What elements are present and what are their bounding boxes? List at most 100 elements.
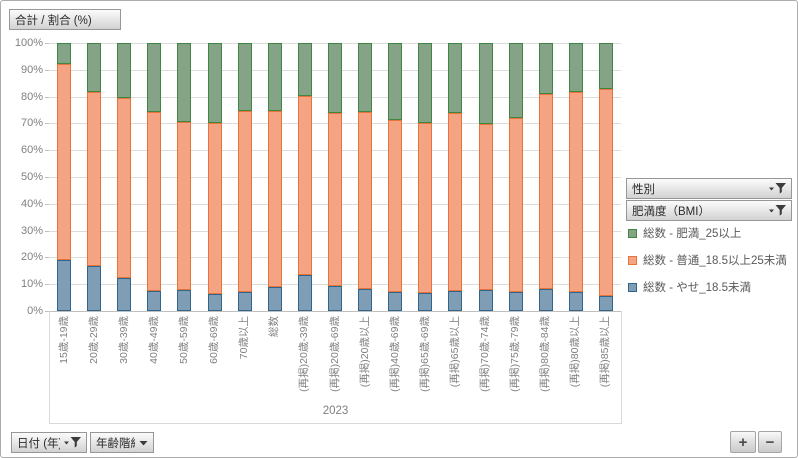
- bar-segment[interactable]: [358, 43, 372, 112]
- bar-segment[interactable]: [87, 43, 101, 92]
- bar-segment[interactable]: [208, 122, 222, 295]
- label-area-right-border: [621, 311, 622, 424]
- year-axis-label: 2023: [322, 405, 349, 417]
- axis-field-button-age-class[interactable]: 年齢階級: [90, 432, 154, 453]
- bar-segment[interactable]: [177, 290, 191, 311]
- collapse-field-button[interactable]: −: [758, 431, 782, 453]
- bar-segment[interactable]: [57, 63, 71, 261]
- y-axis-tick: [45, 230, 49, 232]
- y-axis-tick-label: 40%: [20, 197, 43, 210]
- bar-segment[interactable]: [479, 123, 493, 291]
- category-axis-label: (再掲)85歳以上: [599, 316, 612, 388]
- bar-segment[interactable]: [87, 265, 101, 311]
- bar-segment[interactable]: [238, 111, 252, 292]
- y-axis-tick: [45, 96, 49, 98]
- bar-segment[interactable]: [599, 295, 613, 311]
- y-axis-tick: [45, 150, 49, 152]
- category-axis-label: (再掲)20歳以上: [358, 316, 371, 388]
- bar-segment[interactable]: [298, 96, 312, 276]
- bar-segment[interactable]: [388, 43, 402, 120]
- bar-segment[interactable]: [448, 112, 462, 291]
- y-axis-tick-label: 80%: [20, 90, 43, 103]
- expand-field-button[interactable]: +: [730, 431, 756, 453]
- bar-segment[interactable]: [147, 111, 161, 291]
- bar-segment[interactable]: [268, 286, 282, 311]
- bar-segment[interactable]: [57, 43, 71, 64]
- bar-segment[interactable]: [388, 291, 402, 311]
- bar-segment[interactable]: [418, 123, 432, 294]
- bar-segment[interactable]: [509, 118, 523, 292]
- bar-segment[interactable]: [208, 294, 222, 311]
- category-axis-label: 60歳-69歳: [208, 316, 221, 364]
- bar-segment[interactable]: [358, 111, 372, 290]
- axis-field-label: 年齢階級: [96, 437, 135, 450]
- value-field-label: 合計 / 割合 (%): [15, 14, 92, 27]
- bar-segment[interactable]: [147, 290, 161, 311]
- bar-segment[interactable]: [479, 290, 493, 311]
- bar-segment[interactable]: [147, 43, 161, 112]
- filter-dropdown-icon: [769, 183, 786, 194]
- y-axis-tick: [45, 123, 49, 125]
- bar-segment[interactable]: [388, 119, 402, 292]
- minus-icon: −: [765, 433, 775, 451]
- bar-segment[interactable]: [448, 43, 462, 113]
- category-axis-label: 70歳以上: [238, 316, 251, 360]
- bar-segment[interactable]: [238, 43, 252, 112]
- bar-segment[interactable]: [509, 43, 523, 119]
- legend-field-label: 性別: [632, 183, 655, 196]
- bar-segment[interactable]: [358, 289, 372, 311]
- bar-segment[interactable]: [298, 43, 312, 97]
- label-area-bottom-border: [49, 423, 622, 424]
- bar-segment[interactable]: [448, 290, 462, 311]
- bar-segment[interactable]: [599, 89, 613, 296]
- bar-segment[interactable]: [539, 93, 553, 289]
- bar-segment[interactable]: [479, 43, 493, 124]
- bar-segment[interactable]: [569, 92, 583, 292]
- bar-segment[interactable]: [238, 291, 252, 311]
- axis-field-label: 日付 (年): [17, 437, 60, 450]
- bar-segment[interactable]: [328, 43, 342, 113]
- legend-field-button-gender[interactable]: 性別: [626, 178, 792, 199]
- bar-segment[interactable]: [328, 286, 342, 311]
- value-field-button[interactable]: 合計 / 割合 (%): [9, 9, 121, 30]
- bar-segment[interactable]: [268, 111, 282, 287]
- bar-segment[interactable]: [599, 43, 613, 90]
- bar-segment[interactable]: [418, 293, 432, 311]
- legend-field-button-bmi[interactable]: 肥満度（BMI）: [626, 200, 792, 221]
- bar-segment[interactable]: [177, 121, 191, 291]
- bar-segment[interactable]: [117, 98, 131, 279]
- category-axis-label: 15歳-19歳: [57, 316, 70, 364]
- bar-segment[interactable]: [177, 43, 191, 122]
- bar-segment[interactable]: [57, 260, 71, 311]
- bar-segment[interactable]: [539, 289, 553, 311]
- y-axis-tick-label: 100%: [14, 37, 43, 49]
- filter-dropdown-icon: [769, 205, 786, 216]
- legend-item-label: 総数 - 普通_18.5以上25未満: [643, 255, 787, 267]
- bar-segment[interactable]: [569, 43, 583, 93]
- legend-item: 総数 - やせ_18.5未満: [628, 279, 751, 295]
- bar-segment[interactable]: [117, 43, 131, 99]
- legend-field-label: 肥満度（BMI）: [632, 205, 710, 218]
- bar-segment[interactable]: [117, 278, 131, 311]
- legend-marker-icon: [628, 228, 637, 238]
- bar-segment[interactable]: [418, 43, 432, 124]
- plus-icon: +: [738, 433, 748, 451]
- y-axis-tick: [45, 284, 49, 286]
- bar-segment[interactable]: [208, 43, 222, 123]
- y-axis-tick-label: 90%: [20, 63, 43, 76]
- bar-segment[interactable]: [328, 112, 342, 287]
- bar-segment[interactable]: [298, 275, 312, 311]
- y-axis-tick: [45, 311, 49, 312]
- category-axis-label: (再掲)20歳-69歳: [328, 316, 341, 392]
- y-axis-tick: [45, 203, 49, 205]
- legend-marker-icon: [628, 255, 637, 265]
- y-axis-tick: [45, 257, 49, 259]
- bar-segment[interactable]: [569, 291, 583, 311]
- bar-segment[interactable]: [509, 291, 523, 311]
- bar-segment[interactable]: [87, 91, 101, 266]
- y-axis-tick-label: 20%: [20, 251, 43, 264]
- bar-segment[interactable]: [539, 43, 553, 94]
- bar-segment[interactable]: [268, 43, 282, 112]
- legend-item-label: 総数 - やせ_18.5未満: [643, 282, 751, 294]
- axis-field-button-date[interactable]: 日付 (年): [11, 432, 87, 453]
